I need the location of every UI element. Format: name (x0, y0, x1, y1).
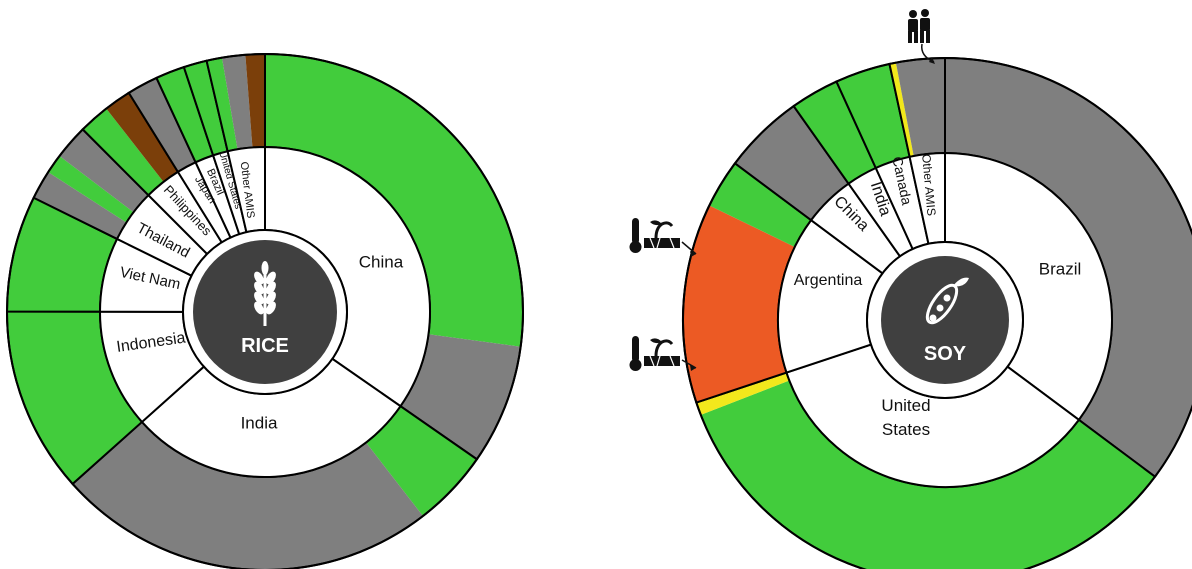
country-label-brazil: Brazil (1039, 259, 1082, 278)
condition-slice-india-green (793, 81, 876, 184)
drought-thermometer-icon (629, 218, 697, 257)
drought-thermometer-icon (629, 336, 697, 371)
soybean-pod-icon (925, 277, 969, 325)
crop-label: RICE (241, 335, 289, 357)
condition-slice-argentina-orange (683, 205, 795, 403)
condition-slice-china-green (265, 54, 523, 347)
rice-plant-icon (254, 261, 276, 326)
donut-soy: SOYBrazilUnitedStatesArgentinaChinaIndia… (682, 56, 1192, 569)
crop-label: SOY (924, 343, 967, 365)
hub (881, 256, 1009, 384)
condition-slice-thailand-grey (59, 129, 149, 213)
condition-slice-philippines-green (82, 108, 164, 196)
condition-slice-other-amis-green (206, 57, 238, 152)
country-label-united-states: United (881, 396, 930, 415)
condition-slice-argentina-green (709, 163, 812, 248)
country-label-other-amis: Other AMIS (919, 153, 938, 216)
condition-slice-united-states-green (183, 60, 228, 156)
conflict-people-icon (908, 9, 935, 64)
condition-slice-other-amis-brown (245, 54, 265, 148)
condition-slice-japan-grey (128, 77, 196, 172)
condition-slice-other-amis-grey (221, 54, 253, 150)
condition-slice-brazil-grey (945, 58, 1192, 477)
condition-slice-other-amis-grey (895, 58, 945, 156)
condition-slice-india-green (366, 406, 477, 517)
condition-slice-other-amis-yellow (889, 62, 914, 157)
outer-ring-border (6, 53, 524, 569)
condition-slice-philippines-brown (106, 92, 178, 182)
country-label-india: India (241, 413, 278, 432)
condition-slice-united-states-green (700, 380, 1156, 569)
country-label-argentina: Argentina (794, 272, 863, 289)
condition-slice-india-grey (72, 421, 423, 569)
outer-ring-border (682, 57, 1192, 569)
condition-slice-china-grey (400, 334, 521, 460)
country-label-united-states-line2: States (882, 420, 930, 439)
condition-slice-china-grey (734, 106, 849, 221)
condition-slice-thailand-green (48, 156, 134, 223)
condition-slice-indonesia-green (7, 311, 142, 484)
condition-slice-united-states-yellow (696, 372, 790, 415)
condition-slice-thailand-grey (33, 172, 127, 239)
condition-slice-canada-green (836, 63, 910, 169)
country-label-china: China (359, 252, 404, 271)
condition-slice-brazil-green (156, 67, 214, 163)
